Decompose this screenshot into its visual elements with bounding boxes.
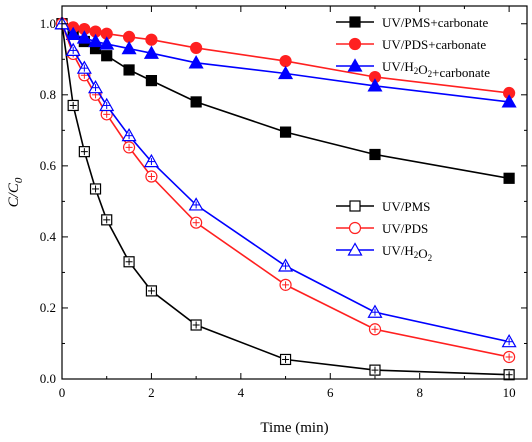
legend-label: UV/PDS [382,221,428,236]
legend-label-part: UV/H [382,243,414,258]
data-point [101,50,113,62]
legend-label-subscript: 2 [414,66,419,76]
legend-swatch-marker [349,200,361,212]
legend-label-part: +carbonate [432,65,490,80]
series-group [56,18,515,381]
data-point [122,30,136,44]
legend-swatch-marker [349,16,361,28]
legend-swatch-marker [348,37,362,51]
y-axis-title-main: C/C [6,182,22,207]
legend: UV/PMS+carbonateUV/PDS+carbonateUV/H2O2+… [336,15,490,80]
legend-label-part: UV/PMS [382,199,430,214]
y-axis-title: C/C0 [6,177,25,207]
y-tick-label: 1.0 [40,16,56,31]
data-point [121,40,137,55]
y-tick-label: 0.2 [40,300,56,315]
x-tick-label: 10 [503,385,516,400]
legend-swatch-marker [347,242,363,256]
data-point [123,64,135,76]
legend-swatch-marker [347,58,363,72]
legend-label: UV/H2O2+carbonate [382,59,490,80]
plot-frame [61,5,528,380]
data-point [99,36,115,50]
data-point [145,33,158,46]
legend-item: UV/PDS [336,221,428,236]
data-point [190,96,202,108]
legend-label-part: UV/PDS [382,221,428,236]
y-tick-label: 0.6 [40,158,57,173]
legend-label: UV/H2O2 [382,243,432,263]
legend-label: UV/PDS+carbonate [382,37,486,52]
legend-swatch-marker [348,221,362,235]
legend-label-part: O [418,62,427,77]
data-point [88,33,104,48]
legend-label-subscript: 2 [428,253,433,263]
legend-label-part: UV/PDS+carbonate [382,37,486,52]
legend-item: UV/PMS [336,199,430,214]
x-tick-label: 6 [327,385,334,400]
data-point [503,172,515,184]
x-tick-label: 8 [416,385,423,400]
data-point [279,126,292,138]
legend-label: UV/PMS+carbonate [382,15,488,30]
legend-item: UV/H2O2 [336,242,432,263]
legend-label-part: UV/PMS+carbonate [382,15,488,30]
legend-label-part: O [418,246,427,261]
legend-label: UV/PMS [382,199,430,214]
data-point [143,45,159,59]
y-tick-label: 0.4 [40,229,57,244]
legend-label-subscript: 2 [414,250,419,260]
data-point [190,41,203,55]
data-point [145,74,158,87]
legend-layer: UV/PMS+carbonateUV/PDS+carbonateUV/H2O2+… [336,15,490,263]
x-tick-label: 0 [59,385,66,400]
y-axis-title-sub: 0 [13,177,25,183]
data-point [367,78,383,92]
data-point [501,94,517,108]
legend-item: UV/H2O2+carbonate [336,58,490,80]
data-point [76,30,92,44]
x-tick-label: 4 [238,385,245,400]
axes-layer: 0 2 4 6 8 10 0.0 0.2 0.4 0.6 0.8 1.0 [40,6,527,400]
series-group [55,17,516,100]
legend-item: UV/PMS+carbonate [336,15,488,30]
x-tick-label: 2 [148,385,155,400]
legend-item: UV/PDS+carbonate [336,37,486,52]
data-point [188,55,204,69]
legend-label-subscript: 2 [428,69,433,79]
data-point [369,148,381,161]
y-tick-label: 0.0 [40,371,56,386]
series-group [54,16,517,108]
data-point [279,54,292,68]
data-point [65,26,81,41]
legend-label-part: UV/H [382,59,414,74]
x-axis-title: Time (min) [260,420,328,436]
data-point [278,65,294,80]
y-tick-label: 0.8 [40,87,56,102]
